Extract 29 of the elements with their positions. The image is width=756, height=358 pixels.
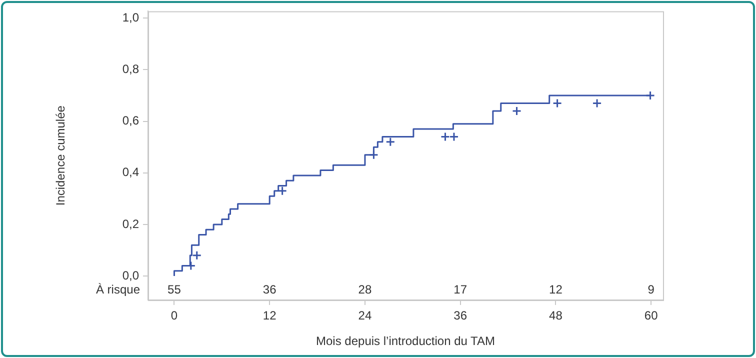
y-tick-label: 0,2 xyxy=(122,216,140,231)
x-axis-title: Mois depuis l’introduction du TAM xyxy=(316,334,495,348)
y-tick-label: 0,6 xyxy=(122,114,140,128)
x-tick-label: 0 xyxy=(170,308,178,323)
annotation: 12 xyxy=(549,282,563,296)
point xyxy=(449,132,459,142)
x-tick-label: 12 xyxy=(262,308,277,323)
annotation: 17 xyxy=(454,282,468,296)
annotation: 9 xyxy=(648,282,655,296)
y-axis-title: Incidence cumulée xyxy=(54,105,68,206)
x-tick-label: 36 xyxy=(454,308,468,323)
annotation: 55 xyxy=(168,282,182,296)
y-tick-label: 0,0 xyxy=(122,268,140,282)
x-tick-label: 60 xyxy=(644,308,658,323)
x-tick-label: 24 xyxy=(358,308,372,323)
point xyxy=(278,186,288,196)
point xyxy=(512,106,522,116)
x-tick-label: 48 xyxy=(549,308,563,323)
point xyxy=(592,98,602,108)
annotation: 36 xyxy=(262,282,277,296)
point xyxy=(386,137,396,147)
point xyxy=(552,98,562,108)
point xyxy=(440,132,450,142)
text: À risque xyxy=(96,282,140,296)
y-tick-label: 1,0 xyxy=(122,10,140,24)
annotation: 28 xyxy=(358,282,372,296)
point xyxy=(192,250,202,260)
y-tick-label: 0,8 xyxy=(122,62,140,76)
y-tick-label: 0,4 xyxy=(122,165,140,180)
